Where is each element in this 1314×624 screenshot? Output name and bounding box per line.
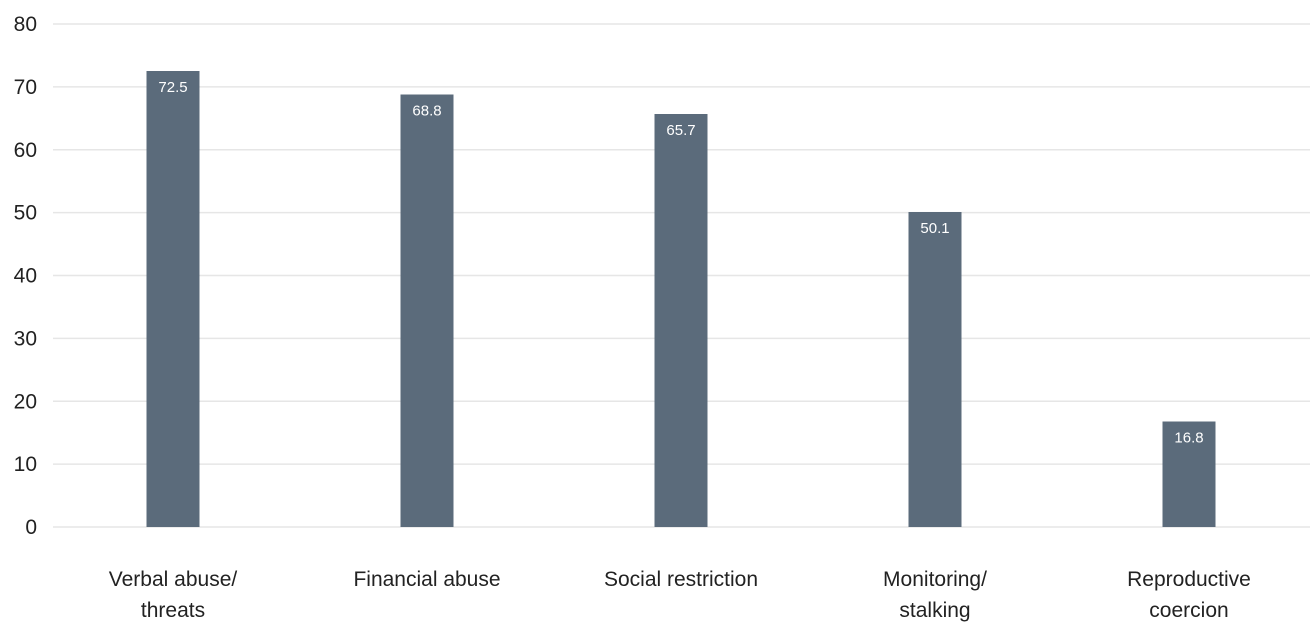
x-tick-label: Financial abuse <box>353 568 500 591</box>
x-tick-label-line: Financial abuse <box>353 568 500 591</box>
bar <box>654 113 708 527</box>
data-label: 65.7 <box>666 122 695 139</box>
bar <box>146 71 200 527</box>
x-tick-label-line: coercion <box>1149 599 1228 622</box>
x-tick-label: Reproductive coercion <box>1127 568 1251 622</box>
x-tick-label-line: Verbal abuse/ <box>109 568 238 591</box>
y-tick-label: 80 <box>14 13 37 36</box>
y-tick-label: 70 <box>14 76 37 99</box>
x-tick-label-line: threats <box>141 599 205 622</box>
x-tick-label-line: Monitoring/ <box>883 568 987 591</box>
y-axis-tick-labels: 0 10 20 30 40 50 60 70 80 <box>14 13 37 539</box>
y-tick-label: 60 <box>14 139 37 162</box>
x-tick-label-line: stalking <box>899 599 970 622</box>
x-tick-label: Social restriction <box>604 568 758 591</box>
y-tick-label: 50 <box>14 202 37 225</box>
data-label: 16.8 <box>1174 429 1203 446</box>
y-tick-label: 10 <box>14 453 37 476</box>
data-label: 72.5 <box>158 79 187 96</box>
bar <box>1162 421 1216 527</box>
bar <box>908 211 962 527</box>
data-label: 50.1 <box>920 220 949 237</box>
y-tick-label: 30 <box>14 327 37 350</box>
x-tick-label-line: Social restriction <box>604 568 758 591</box>
x-tick-label: Verbal abuse/threats <box>109 568 238 622</box>
y-tick-label: 0 <box>25 516 37 539</box>
data-labels: 72.5 68.8 65.7 50.1 16.8 <box>158 79 1203 446</box>
x-tick-label-line: Reproductive <box>1127 568 1251 591</box>
y-tick-label: 40 <box>14 265 37 288</box>
x-tick-label: Monitoring/stalking <box>883 568 987 622</box>
y-tick-label: 20 <box>14 390 37 413</box>
bars <box>146 71 1216 528</box>
x-axis-tick-labels: Verbal abuse/threats Financial abuse Socia… <box>109 568 1251 622</box>
bar <box>400 94 454 528</box>
data-label: 68.8 <box>412 102 441 119</box>
